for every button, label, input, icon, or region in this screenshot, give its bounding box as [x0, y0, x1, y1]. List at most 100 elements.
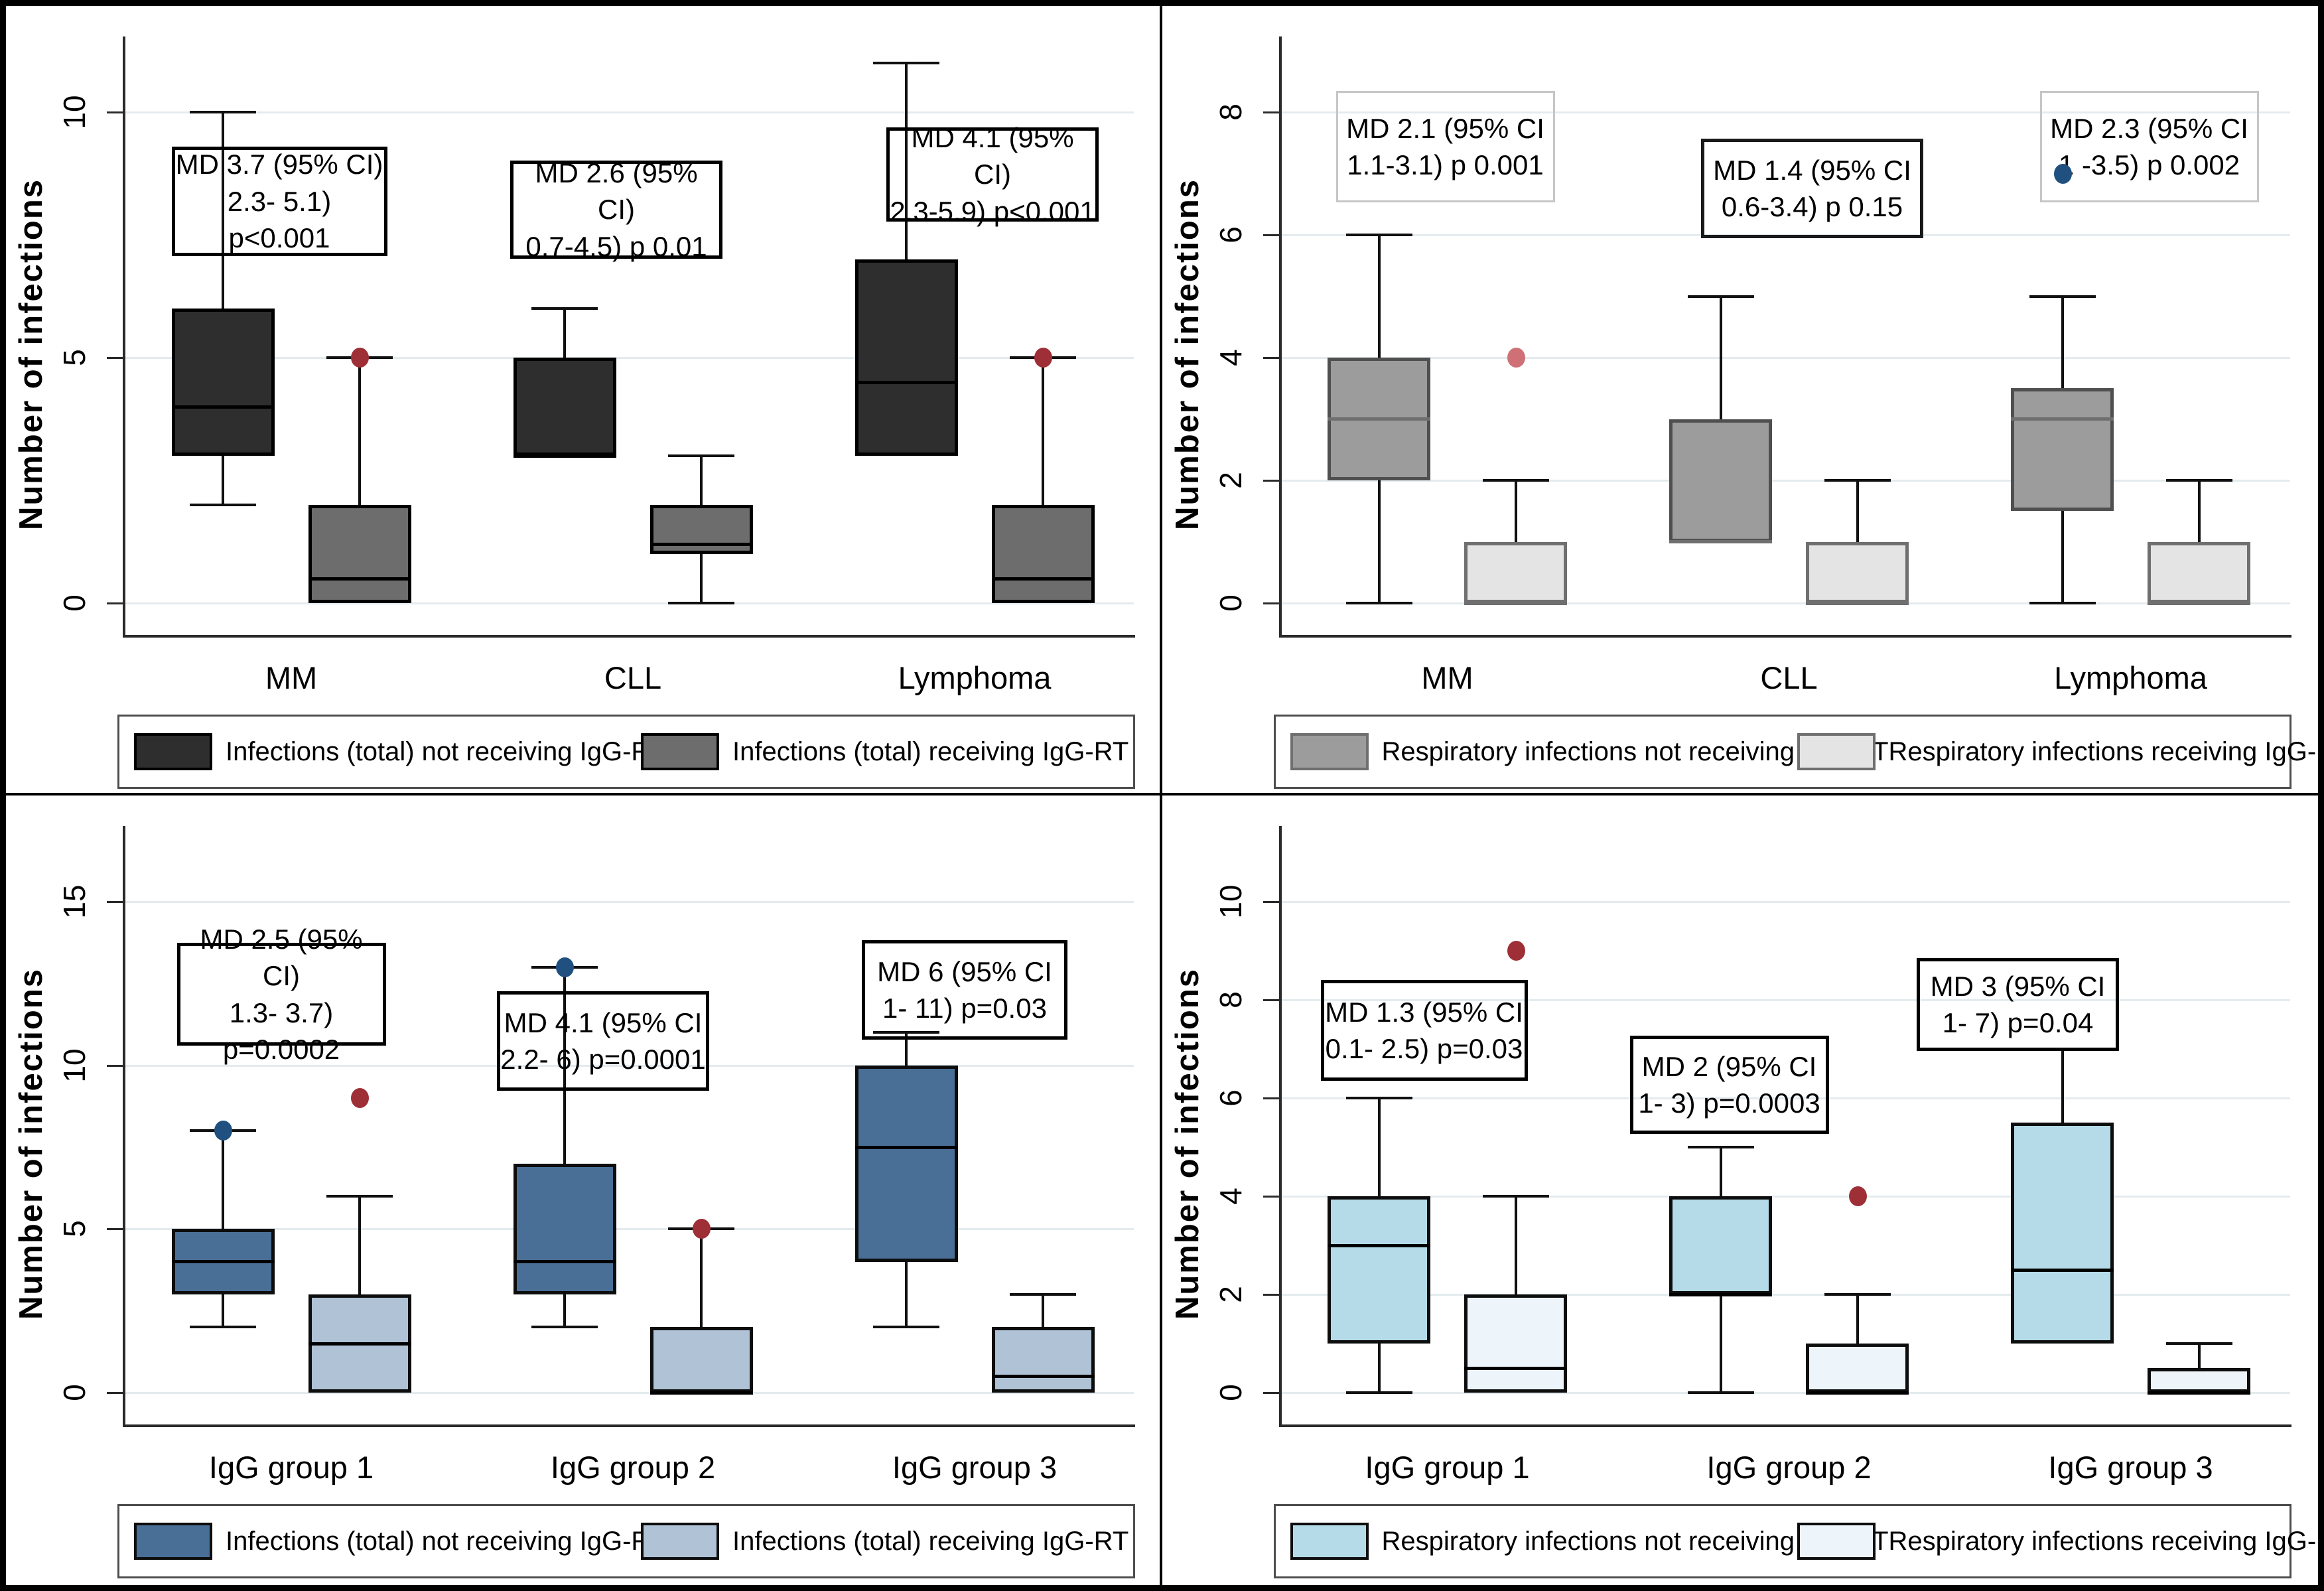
y-tick-mark — [1263, 1392, 1280, 1394]
y-axis-line — [123, 36, 125, 636]
boxplot-box — [2148, 1368, 2250, 1393]
legend-swatch — [641, 1523, 719, 1560]
upper-whisker-line — [1856, 480, 1859, 542]
annotation-text-line: MD 2.6 (95% CI) — [535, 157, 698, 226]
median-line — [308, 1342, 411, 1346]
upper-whisker-line — [2197, 1344, 2201, 1368]
annotation-box: MD 3.7 (95% CI) 2.3- 5.1) p<0.001 — [171, 147, 387, 256]
upper-whisker-line — [1377, 235, 1381, 358]
annotation-box: MD 4.1 (95% CI) 2.3-5.9) p<0.001 — [886, 122, 1099, 227]
legend-label: Respiratory infections receiving IgG-RT — [1888, 1526, 2319, 1556]
legend-entry: Infections (total) not receiving IgG-RT — [119, 733, 666, 770]
y-axis-title: Number of infections — [13, 178, 49, 531]
y-tick-mark — [107, 111, 124, 113]
gridline — [124, 1064, 1134, 1067]
median-line — [1328, 1243, 1430, 1247]
y-tick-label: 10 — [1213, 884, 1248, 919]
annotation-text-line: 0.6-3.4) p 0.15 — [1721, 191, 1903, 222]
lower-whisker-line — [563, 1294, 566, 1328]
y-tick-label: 5 — [57, 1220, 92, 1238]
y-tick-mark — [1263, 234, 1280, 236]
y-tick-label: 10 — [57, 1048, 92, 1083]
gridline — [1280, 602, 2290, 604]
median-line — [513, 454, 616, 458]
annotation-text-line: 0.7-4.5) p 0.01 — [525, 230, 707, 262]
y-tick-label: 0 — [57, 594, 92, 612]
median-line — [513, 1260, 616, 1264]
lower-whisker-cap — [190, 1326, 256, 1329]
outlier-dot — [351, 1088, 369, 1108]
upper-whisker-line — [358, 358, 361, 505]
x-category-label: IgG group 1 — [208, 1450, 374, 1485]
x-category-label: IgG group 2 — [1706, 1450, 1872, 1485]
median-line — [649, 1391, 753, 1395]
upper-whisker-line — [2197, 480, 2201, 542]
upper-whisker-cap — [2165, 479, 2232, 482]
outlier-dot — [1034, 348, 1052, 368]
y-tick-mark — [1263, 111, 1280, 113]
x-category-label: MM — [1421, 660, 1473, 695]
upper-whisker-line — [358, 1196, 361, 1294]
outlier-dot — [1507, 941, 1525, 961]
upper-whisker-line — [1377, 1098, 1381, 1196]
legend-entry: Infections (total) receiving IgG-RT — [626, 733, 1133, 770]
x-axis-line — [1278, 1424, 2291, 1427]
y-axis-line — [1278, 826, 1282, 1426]
annotation-box: MD 2 (95% CI 1- 3) p=0.0003 — [1629, 1036, 1829, 1134]
median-line — [1806, 601, 1909, 605]
annotation-text-line: 1.3- 3.7) p=0.0002 — [222, 997, 340, 1065]
annotation-text-line: 1- 7) p=0.04 — [1942, 1007, 2094, 1038]
boxplot-box — [1464, 541, 1567, 603]
annotation-box: MD 1.4 (95% CI 0.6-3.4) p 0.15 — [1701, 139, 1923, 238]
y-tick-label: 8 — [1213, 991, 1248, 1008]
legend-entry: Respiratory infections receiving IgG-RT — [1783, 733, 2318, 770]
median-line — [171, 1260, 275, 1264]
gridline — [124, 602, 1134, 604]
median-line — [2011, 1268, 2114, 1272]
y-tick-mark — [1263, 901, 1280, 903]
lower-whisker-line — [1719, 1294, 1722, 1393]
outlier-dot — [693, 1219, 711, 1239]
lower-whisker-cap — [190, 504, 256, 506]
annotation-text-line: MD 2 (95% CI — [1641, 1050, 1817, 1082]
upper-whisker-cap — [2029, 295, 2096, 298]
boxplot-box — [1806, 1344, 1909, 1393]
legend: Respiratory infections not receiving IgG… — [1273, 1504, 2318, 1578]
gridline — [1280, 111, 2290, 113]
boxplot-box — [513, 358, 616, 456]
upper-whisker-cap — [873, 62, 939, 64]
outlier-dot — [1848, 1186, 1867, 1206]
upper-whisker-line — [905, 63, 908, 259]
outlier-dot — [556, 957, 574, 977]
upper-whisker-line — [2061, 296, 2064, 389]
legend: Infections (total) not receiving IgG-RT I… — [117, 1504, 1135, 1578]
gridline — [1280, 1392, 2290, 1394]
annotation-text-line: 1.1-3.1) p 0.001 — [1347, 149, 1544, 180]
upper-whisker-cap — [1687, 1146, 1754, 1148]
annotation-text-line: 1- 11) p=0.03 — [882, 993, 1047, 1024]
legend-swatch — [1290, 733, 1369, 770]
y-tick-label: 5 — [57, 349, 92, 366]
annotation-text-line: MD 2.1 (95% CI — [1346, 112, 1544, 144]
y-tick-label: 6 — [1213, 1089, 1248, 1107]
gridline — [124, 357, 1134, 359]
annotation-text-line: MD 4.1 (95% CI) — [911, 121, 1074, 190]
panel-total-infections-igg-group: Number of infections 0 5 10 15 IgG group 1 IgG… — [6, 795, 1162, 1585]
annotation-text-line: MD 4.1 (95% CI — [504, 1006, 703, 1038]
annotation-text-line: 2.2- 6) p=0.0001 — [500, 1044, 706, 1075]
boxplot-box — [1669, 1196, 1772, 1294]
median-line — [2011, 417, 2114, 421]
legend-swatch — [134, 1523, 212, 1560]
boxplot-box — [513, 1163, 616, 1294]
annotation-box: MD 2.1 (95% CI 1.1-3.1) p 0.001 — [1335, 91, 1555, 202]
upper-whisker-line — [222, 1131, 224, 1229]
y-tick-mark — [107, 1392, 124, 1394]
upper-whisker-cap — [1345, 1097, 1412, 1099]
annotation-box: MD 3 (95% CI 1- 7) p=0.04 — [1917, 958, 2119, 1051]
y-tick-label: 0 — [1213, 594, 1248, 612]
boxplot-box — [991, 505, 1095, 603]
annotation-text-line: MD 1.4 (95% CI — [1713, 154, 1911, 186]
y-tick-mark — [1263, 480, 1280, 482]
legend-entry: Respiratory infections not receiving IgG… — [1276, 1523, 1889, 1560]
y-tick-mark — [1263, 357, 1280, 359]
